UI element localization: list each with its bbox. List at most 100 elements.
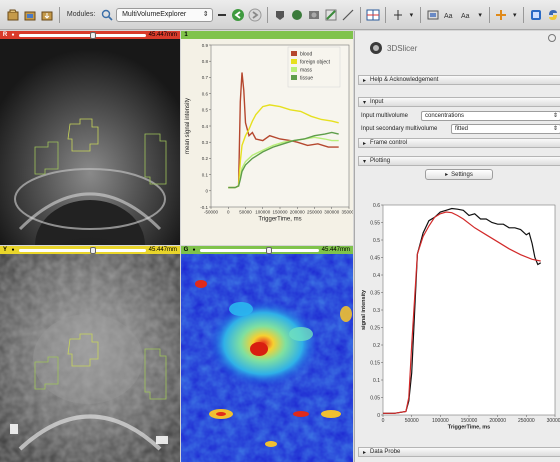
chevron-down-icon[interactable]: ▾ bbox=[478, 11, 482, 19]
slider-handle[interactable] bbox=[89, 31, 96, 39]
chevron-down-icon: ⇕ bbox=[552, 113, 558, 119]
layout-icon[interactable] bbox=[366, 7, 380, 22]
x-axis-label: TriggerTime, ms bbox=[258, 217, 301, 223]
load-dicom-icon[interactable] bbox=[23, 7, 37, 22]
input-section-title: Input bbox=[370, 99, 384, 105]
slicer-logo-icon bbox=[370, 42, 382, 54]
y-axis-label: mean signal intensity bbox=[185, 98, 191, 154]
search-icon[interactable] bbox=[100, 7, 113, 22]
chevron-down-icon: ⇕ bbox=[552, 126, 558, 132]
legend-label: blood bbox=[300, 52, 312, 58]
red-slice-image bbox=[0, 39, 180, 245]
legend-swatch bbox=[291, 75, 297, 80]
legend-swatch bbox=[291, 67, 297, 72]
toolbar-separator bbox=[523, 6, 525, 23]
load-data-icon[interactable] bbox=[6, 7, 20, 22]
window-level-icon[interactable]: Aa bbox=[443, 7, 457, 22]
y-tick-label: 0.7 bbox=[202, 75, 209, 80]
x-tick-label: 300000 bbox=[324, 210, 340, 215]
plotting-section-header[interactable]: ▾ Plotting bbox=[358, 156, 560, 166]
toolbar-separator bbox=[267, 6, 269, 23]
editor-icon[interactable] bbox=[324, 7, 338, 22]
x-tick-label: 350000 bbox=[341, 210, 353, 215]
settings-button[interactable]: ▸ Settings bbox=[425, 169, 493, 180]
x-tick-label: 0 bbox=[382, 418, 385, 424]
y-tick-label: 0.2 bbox=[202, 156, 209, 161]
volume-icon[interactable] bbox=[307, 7, 321, 22]
chevron-down-icon[interactable]: ▾ bbox=[409, 11, 414, 19]
y-tick-label: -0.1 bbox=[200, 205, 208, 210]
crosshair-icon[interactable] bbox=[391, 7, 405, 22]
chart-view[interactable]: 1 0.9 0.8 0.7 0.6 0.5 0.4 0.3 0.2 0.1 0 -0.1 -50000… bbox=[181, 31, 353, 245]
x-tick-label: 0 bbox=[227, 210, 230, 215]
yellow-slice-offset-slider[interactable] bbox=[19, 246, 146, 254]
pin-icon[interactable]: ● bbox=[11, 32, 15, 38]
signal-series-line bbox=[383, 211, 541, 414]
expand-arrow-icon: ▸ bbox=[363, 449, 367, 456]
y-tick-label: 0.55 bbox=[370, 220, 380, 226]
legend-label: tissue bbox=[300, 76, 313, 82]
x-tick-label: 200000 bbox=[489, 418, 506, 424]
x-tick-label: 250000 bbox=[518, 418, 535, 424]
y-tick-label: 0.6 bbox=[373, 203, 380, 209]
extension-manager-icon[interactable] bbox=[529, 7, 543, 22]
fiducial-icon[interactable] bbox=[273, 7, 287, 22]
toolbar-separator bbox=[360, 6, 362, 23]
pin-icon[interactable]: ● bbox=[192, 247, 196, 253]
frame-control-section-header[interactable]: ▸ Frame control bbox=[358, 138, 560, 148]
screenshot-icon[interactable] bbox=[426, 7, 440, 22]
green-slice-heatmap-image bbox=[181, 254, 353, 462]
green-slice-offset-value: 45.447mm bbox=[321, 247, 350, 253]
expand-arrow-icon: ▸ bbox=[445, 172, 449, 178]
y-tick-label: 0.3 bbox=[373, 308, 380, 314]
yellow-slice-controller: Y ● 45.447mm bbox=[0, 246, 180, 254]
back-arrow-icon[interactable] bbox=[231, 7, 245, 22]
y-tick-label: 0.15 bbox=[370, 360, 380, 366]
svg-text:Aa: Aa bbox=[461, 13, 470, 20]
x-tick-label: 150000 bbox=[272, 210, 288, 215]
data-probe-section-header[interactable]: ▸ Data Probe bbox=[358, 447, 560, 457]
x-axis-label: TriggerTime, ms bbox=[448, 425, 490, 431]
frame-control-section-title: Frame control bbox=[370, 140, 408, 146]
settings-button-label: Settings bbox=[451, 171, 473, 178]
x-tick-label: 150000 bbox=[461, 418, 478, 424]
slider-handle[interactable] bbox=[89, 246, 96, 254]
x-tick-label: 50000 bbox=[239, 210, 252, 215]
input-secondary-multivolume-select[interactable]: fitted ⇕ bbox=[451, 124, 560, 134]
yellow-slice-offset-value: 45.447mm bbox=[148, 247, 177, 253]
help-section-header[interactable]: ▸ Help & Acknowledgement bbox=[358, 75, 560, 85]
refresh-icon[interactable] bbox=[547, 33, 557, 43]
input-section-header[interactable]: ▾ Input bbox=[358, 97, 560, 107]
plot-area bbox=[382, 204, 556, 416]
yellow-slice-view[interactable]: Y ● 45.447mm bbox=[0, 246, 180, 462]
foreign-object-series-line bbox=[228, 104, 339, 189]
chevron-down-icon[interactable]: ▾ bbox=[513, 11, 517, 19]
forward-arrow-icon[interactable] bbox=[248, 7, 262, 22]
place-fiducial-icon[interactable] bbox=[494, 7, 508, 22]
pin-icon[interactable]: ● bbox=[11, 247, 15, 253]
x-tick-label: 300000 bbox=[547, 418, 560, 424]
main-toolbar: Modules: MultiVolumeExplorer ⇕ ▾ Aa Aa ▾… bbox=[0, 0, 560, 30]
slider-handle[interactable] bbox=[266, 246, 273, 254]
y-tick-label: 0.4 bbox=[202, 124, 209, 129]
y-tick-label: 0.6 bbox=[202, 91, 209, 96]
module-selector[interactable]: MultiVolumeExplorer ⇕ bbox=[116, 7, 213, 22]
ruler-icon[interactable] bbox=[341, 7, 355, 22]
python-console-icon[interactable] bbox=[546, 7, 560, 22]
y-tick-label: 0.5 bbox=[373, 238, 380, 244]
red-slice-offset-slider[interactable] bbox=[19, 31, 146, 39]
input-multivolume-select[interactable]: concentrations ⇕ bbox=[421, 111, 560, 121]
yellow-slice-image bbox=[0, 254, 180, 462]
legend-label: mass bbox=[300, 68, 312, 74]
y-tick-label: 0.5 bbox=[202, 108, 209, 113]
red-slice-view[interactable]: R ● 45.447mm bbox=[0, 31, 180, 245]
window-level-adjust-icon[interactable]: Aa bbox=[460, 7, 474, 22]
legend-swatch bbox=[291, 51, 297, 56]
green-slice-view[interactable]: G ● 45.447mm bbox=[181, 246, 353, 462]
svg-text:Aa: Aa bbox=[444, 13, 453, 20]
green-slice-offset-slider[interactable] bbox=[200, 246, 319, 254]
expand-arrow-icon: ▸ bbox=[363, 77, 367, 84]
model-icon[interactable] bbox=[290, 7, 304, 22]
save-data-icon[interactable] bbox=[40, 7, 54, 22]
module-history-icon[interactable] bbox=[216, 7, 229, 22]
